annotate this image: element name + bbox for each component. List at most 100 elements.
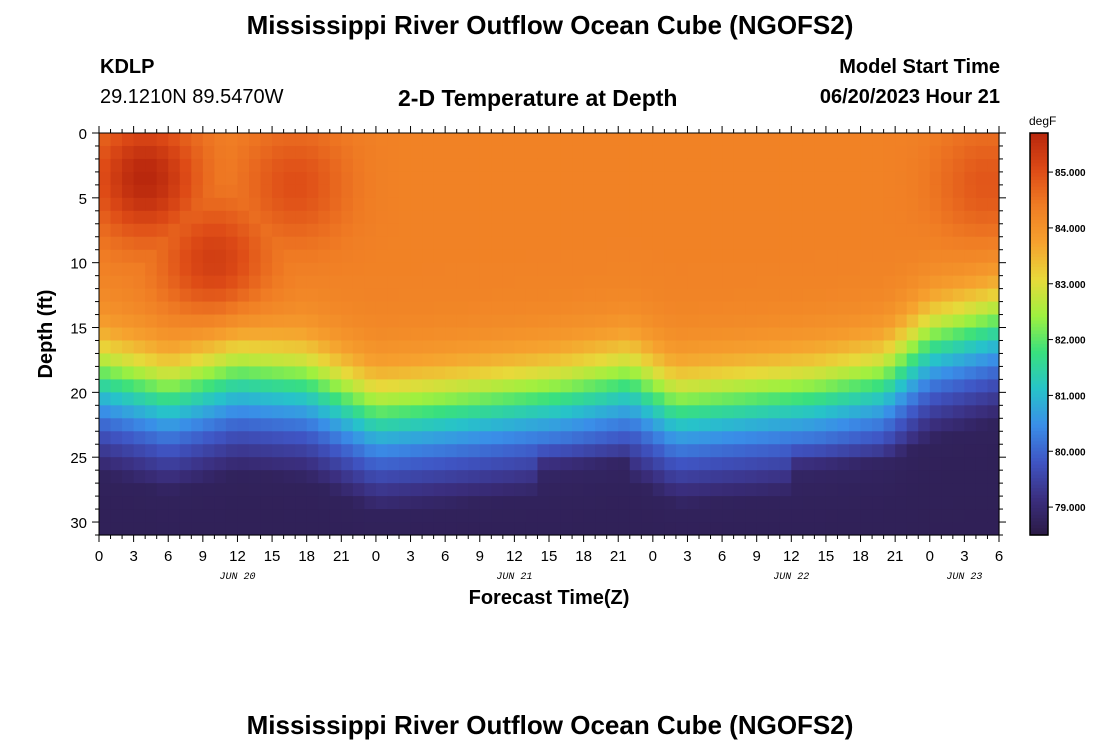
- heatmap-cell: [122, 314, 135, 329]
- heatmap-cell: [664, 223, 677, 238]
- heatmap-cell: [768, 366, 781, 380]
- heatmap-cell: [975, 171, 989, 186]
- colorbar-swatch: [1030, 136, 1048, 141]
- heatmap-cell: [514, 210, 527, 225]
- heatmap-cell: [306, 275, 319, 290]
- heatmap-cell: [145, 301, 158, 316]
- heatmap-cell: [225, 353, 239, 368]
- heatmap-cell: [872, 353, 885, 368]
- heatmap-cell: [537, 158, 550, 173]
- heatmap-cell: [664, 379, 677, 393]
- heatmap-cell: [975, 366, 989, 380]
- heatmap-cell: [549, 133, 562, 147]
- heatmap-cell: [168, 457, 181, 471]
- heatmap-cell: [872, 145, 885, 160]
- heatmap-cell: [929, 379, 942, 393]
- heatmap-cell: [399, 392, 412, 406]
- heatmap-cell: [202, 197, 215, 212]
- heatmap-cell: [664, 353, 677, 368]
- heatmap-cell: [964, 444, 977, 458]
- heatmap-cell: [756, 470, 769, 484]
- heatmap-cell: [756, 353, 769, 368]
- heatmap-cell: [883, 236, 896, 251]
- colorbar-swatch: [1030, 508, 1048, 513]
- heatmap-cell: [352, 288, 365, 303]
- heatmap-cell: [525, 171, 539, 186]
- heatmap-cell: [468, 158, 481, 173]
- heatmap-cell: [860, 133, 873, 147]
- heatmap-cell: [987, 223, 1000, 238]
- heatmap-cell: [99, 301, 112, 316]
- heatmap-cell: [860, 171, 873, 186]
- heatmap-cell: [260, 496, 273, 510]
- heatmap-cell: [179, 353, 192, 368]
- colorbar-swatch: [1030, 233, 1048, 238]
- heatmap-cell: [572, 444, 585, 458]
- colorbar-swatch: [1030, 514, 1048, 519]
- heatmap-cell: [491, 133, 504, 147]
- heatmap-cell: [110, 379, 123, 393]
- heatmap-cell: [618, 171, 631, 186]
- heatmap-cell: [918, 470, 931, 484]
- heatmap-cell: [768, 457, 781, 471]
- heatmap-cell: [549, 496, 562, 510]
- heatmap-cell: [652, 275, 665, 290]
- heatmap-cell: [295, 457, 308, 471]
- heatmap-cell: [352, 366, 365, 380]
- heatmap-cell: [641, 353, 654, 368]
- heatmap-cell: [652, 366, 665, 380]
- heatmap-cell: [825, 133, 839, 147]
- heatmap-cell: [952, 405, 965, 419]
- x-tick-label: 18: [852, 548, 869, 565]
- heatmap-cell: [964, 366, 977, 380]
- heatmap-cell: [110, 483, 123, 497]
- heatmap-cell: [202, 133, 215, 147]
- heatmap-cell: [364, 236, 377, 251]
- heatmap-cell: [941, 184, 954, 199]
- heatmap-cell: [99, 470, 112, 484]
- heatmap-cell: [987, 470, 1000, 484]
- heatmap-cell: [756, 171, 769, 186]
- heatmap-cell: [883, 353, 896, 368]
- heatmap-cell: [433, 405, 446, 419]
- heatmap-cell: [399, 340, 412, 355]
- heatmap-cell: [399, 197, 412, 212]
- heatmap-cell: [860, 444, 873, 458]
- heatmap-cell: [456, 327, 469, 342]
- heatmap-cell: [872, 275, 885, 290]
- heatmap-cell: [295, 483, 308, 497]
- heatmap-cell: [664, 327, 677, 342]
- heatmap-cell: [133, 366, 146, 380]
- heatmap-cell: [779, 262, 792, 277]
- heatmap-cell: [422, 184, 435, 199]
- heatmap-cell: [260, 184, 273, 199]
- heatmap-cell: [595, 470, 608, 484]
- heatmap-cell: [502, 275, 515, 290]
- heatmap-cell: [318, 405, 331, 419]
- heatmap-cell: [906, 158, 919, 173]
- heatmap-cell: [952, 366, 965, 380]
- heatmap-cell: [537, 366, 550, 380]
- heatmap-cell: [883, 444, 896, 458]
- heatmap-cell: [525, 340, 539, 355]
- heatmap-cell: [329, 379, 342, 393]
- heatmap-cell: [260, 522, 273, 536]
- heatmap-cell: [895, 197, 908, 212]
- heatmap-cell: [572, 379, 585, 393]
- heatmap-cell: [975, 353, 989, 368]
- heatmap-cell: [318, 301, 331, 316]
- heatmap-cell: [675, 197, 689, 212]
- heatmap-cell: [168, 133, 181, 147]
- heatmap-cell: [641, 210, 654, 225]
- heatmap-cell: [433, 483, 446, 497]
- heatmap-cell: [364, 470, 377, 484]
- heatmap-cell: [906, 236, 919, 251]
- heatmap-cell: [156, 184, 169, 199]
- heatmap-cell: [964, 327, 977, 342]
- colorbar-swatch: [1030, 370, 1048, 375]
- heatmap-cell: [699, 353, 712, 368]
- heatmap-cell: [179, 522, 192, 536]
- heatmap-cell: [410, 366, 423, 380]
- heatmap-cell: [295, 314, 308, 329]
